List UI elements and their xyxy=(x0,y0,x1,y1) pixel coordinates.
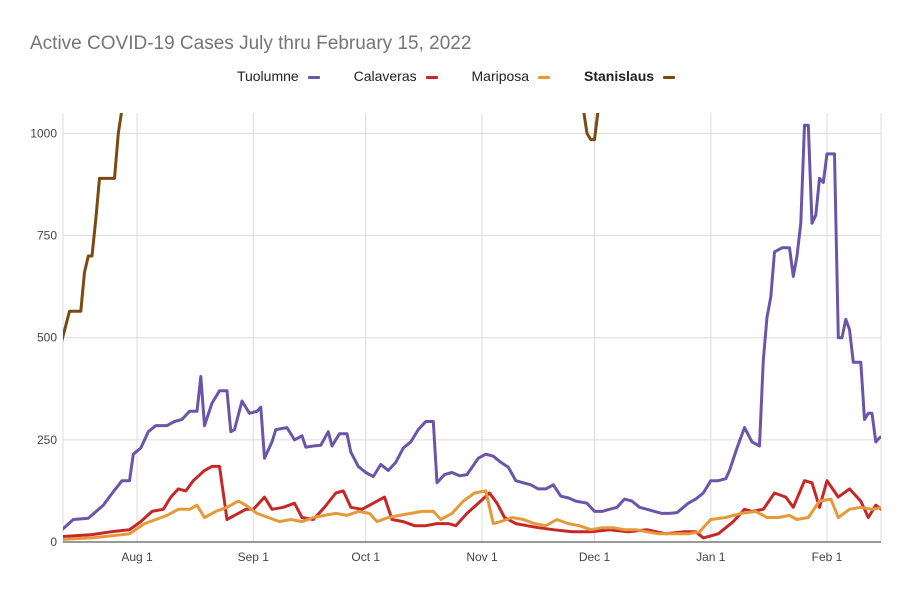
legend: Tuolumne Calaveras Mariposa Stanislaus xyxy=(0,68,912,84)
series-line-calaveras xyxy=(63,464,881,540)
chart-title: Active COVID-19 Cases July thru February… xyxy=(30,33,472,54)
x-tick-label: Nov 1 xyxy=(466,550,498,564)
x-tick-label: Feb 1 xyxy=(812,550,843,564)
series-line-mariposa xyxy=(63,489,881,541)
y-tick-label: 1000 xyxy=(30,126,57,140)
y-tick-label: 750 xyxy=(37,229,57,243)
legend-label-calaveras: Calaveras xyxy=(353,68,417,84)
legend-label-mariposa: Mariposa xyxy=(471,68,530,84)
x-tick-label: Jan 1 xyxy=(696,550,726,564)
x-tick-label: Sep 1 xyxy=(238,550,270,564)
y-tick-label: 0 xyxy=(50,535,57,549)
legend-item-stanislaus: Stanislaus xyxy=(584,68,676,84)
x-tick-label: Oct 1 xyxy=(351,550,380,564)
x-tick-label: Dec 1 xyxy=(579,550,611,564)
series-line-stanislaus-2 xyxy=(582,113,600,142)
legend-swatch-tuolumne xyxy=(307,75,320,79)
series-line-stanislaus-1 xyxy=(63,113,123,343)
legend-swatch-stanislaus xyxy=(663,75,676,79)
legend-swatch-calaveras xyxy=(425,75,438,79)
legend-label-tuolumne: Tuolumne xyxy=(236,68,299,84)
legend-item-mariposa: Mariposa xyxy=(472,68,551,84)
series-group xyxy=(63,113,881,541)
x-tick-label: Aug 1 xyxy=(121,550,153,564)
y-tick-label: 250 xyxy=(37,433,57,447)
y-tick-label: 500 xyxy=(37,331,57,345)
legend-label-stanislaus: Stanislaus xyxy=(584,68,655,84)
series-line-tuolumne xyxy=(63,123,881,531)
legend-swatch-mariposa xyxy=(538,75,551,79)
legend-item-tuolumne: Tuolumne xyxy=(237,68,320,84)
legend-item-calaveras: Calaveras xyxy=(354,68,438,84)
